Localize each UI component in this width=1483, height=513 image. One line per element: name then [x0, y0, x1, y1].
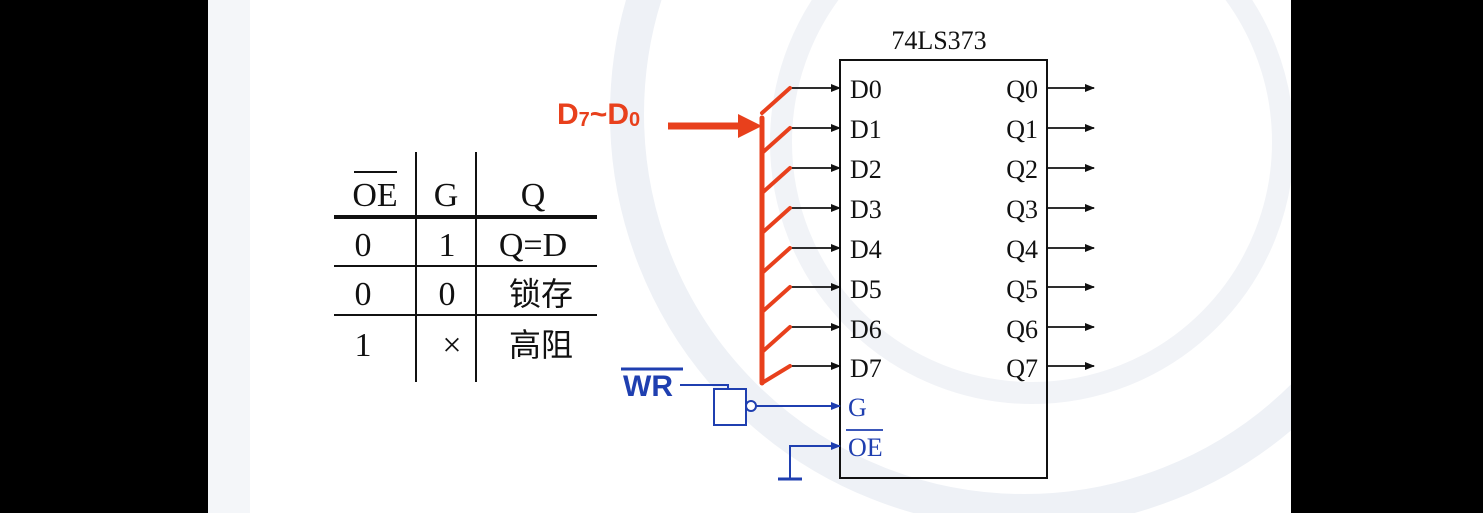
truth-table: OE G Q 0 1 Q=D 0 0 锁存 1 × 高阻	[334, 152, 597, 382]
table-cell-r3-q: 高阻	[509, 326, 573, 364]
pin-q7: Q7	[1006, 354, 1038, 383]
inverter-bubble	[745, 400, 757, 412]
chip-name: 74LS373	[891, 26, 986, 55]
pin-d6: D6	[850, 315, 882, 344]
bus-tap-d1	[760, 126, 792, 155]
bus-label-sub1: 7	[579, 109, 590, 131]
slide-content-area	[250, 0, 1291, 513]
bus-tap-d7	[760, 364, 792, 385]
wr-wire	[680, 384, 729, 389]
bus-tap-d0	[760, 86, 792, 115]
data-bus	[668, 86, 792, 386]
pin-q5: Q5	[1006, 275, 1038, 304]
oe-wire	[789, 442, 841, 478]
table-cell-r1-oe: 0	[355, 227, 372, 264]
bus-label: D7~D0	[557, 98, 640, 131]
bus-label-tilde: ~D	[590, 98, 629, 131]
bus-tap-d2	[760, 166, 792, 195]
bus-tap-d3	[760, 206, 792, 235]
bus-label-sub2: 0	[629, 109, 640, 131]
pin-q2: Q2	[1006, 155, 1038, 184]
table-cell-r3-g: ×	[442, 327, 461, 364]
pin-q0: Q0	[1006, 75, 1038, 104]
output-arrows	[1047, 84, 1095, 370]
bus-tap-d5	[760, 285, 792, 314]
pin-q4: Q4	[1006, 235, 1038, 264]
pin-q3: Q3	[1006, 195, 1038, 224]
table-cell-r2-oe: 0	[355, 276, 372, 313]
pin-oe: OE	[848, 433, 883, 462]
pin-d4: D4	[850, 235, 882, 264]
table-cell-r3-oe: 1	[355, 327, 372, 364]
chip-body	[839, 59, 1048, 479]
bus-label-text: D7~D0	[557, 98, 640, 131]
pin-d0: D0	[850, 75, 882, 104]
chip-74ls373: 74LS373 D0 D1 D2 D3 D4 D5 D6 D7 Q0 Q1 Q2…	[839, 26, 1048, 479]
table-cell-r2-q: 锁存	[509, 275, 573, 313]
inverter-gate	[713, 388, 747, 426]
pin-q1: Q1	[1006, 115, 1038, 144]
pin-d5: D5	[850, 275, 882, 304]
input-arrows	[788, 84, 841, 370]
bus-tap-d6	[760, 325, 792, 354]
oe-ground	[778, 442, 841, 481]
pin-q6: Q6	[1006, 315, 1038, 344]
table-cell-r1-g: 1	[439, 227, 456, 264]
table-cell-r1-q: Q=D	[499, 227, 567, 264]
table-header-oe: OE	[352, 177, 397, 214]
wr-label: WR	[623, 370, 673, 403]
bus-input-arrowhead	[738, 114, 762, 138]
table-cell-r2-g: 0	[439, 276, 456, 313]
pin-d1: D1	[850, 115, 882, 144]
wr-control: WR	[621, 367, 841, 426]
pin-g: G	[848, 393, 867, 422]
pin-d2: D2	[850, 155, 882, 184]
pin-d7: D7	[850, 354, 882, 383]
slide-background	[208, 0, 1291, 513]
table-header-g: G	[434, 177, 459, 214]
bus-label-d: D	[557, 98, 579, 131]
pin-d3: D3	[850, 195, 882, 224]
bus-tap-d4	[760, 246, 792, 275]
table-header-q: Q	[521, 177, 546, 214]
